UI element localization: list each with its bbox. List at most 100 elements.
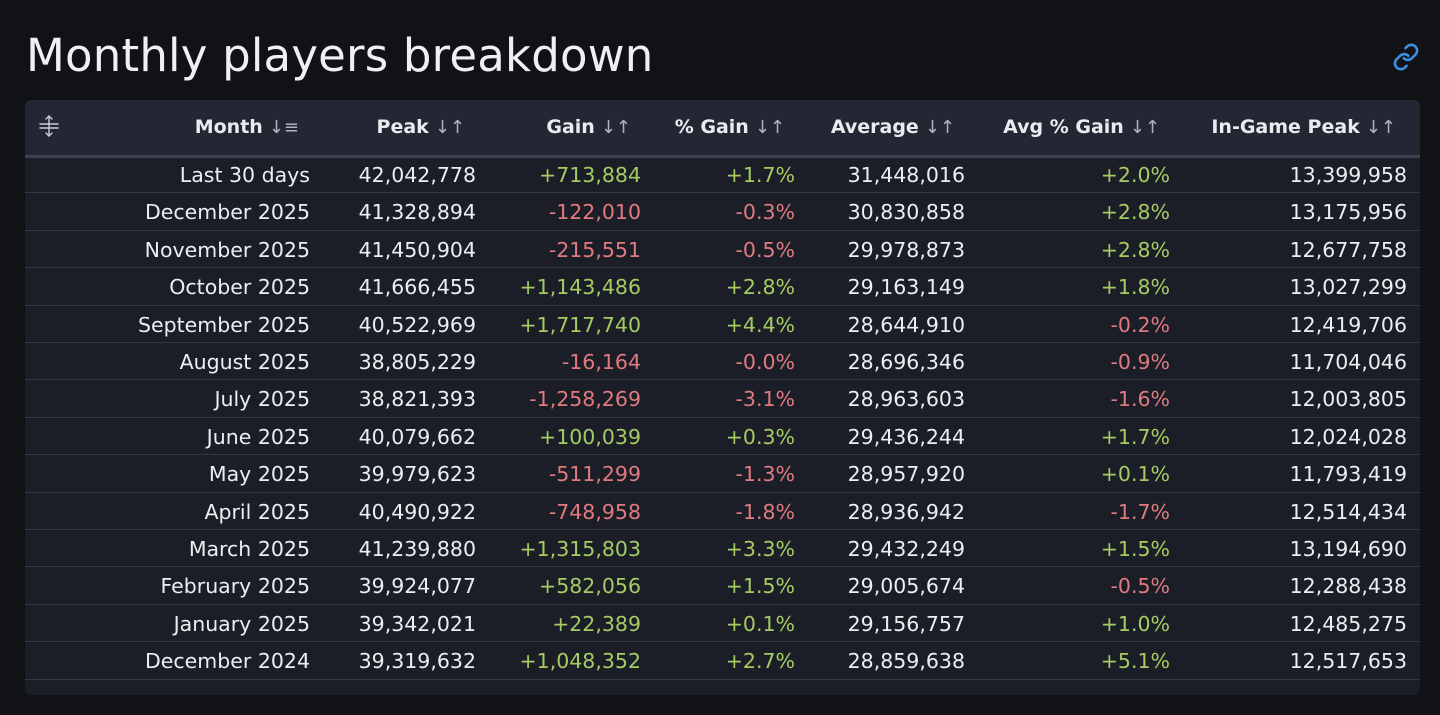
cell-avg-pct-gain: -0.9% — [1110, 350, 1170, 374]
cell-peak: 41,666,455 — [358, 275, 476, 300]
col-header-avg-pct-gain[interactable]: Avg % Gain ↓↑ — [985, 100, 1160, 155]
cell-month: December 2024 — [145, 649, 310, 674]
cell-average: 29,163,149 — [847, 275, 965, 300]
table-row: December 2024 39,319,632 +1,048,352 +2.7% 28… — [25, 642, 1420, 680]
cell-avg-pct-gain: -1.6% — [1110, 387, 1170, 412]
cell-ingame-peak: 12,288,438 — [1289, 574, 1407, 599]
cell-ingame-peak: 13,399,958 — [1289, 163, 1407, 187]
cell-average: 29,005,674 — [847, 574, 965, 599]
table-row: September 2025 40,522,969 +1,717,740 +4.4% 2… — [25, 306, 1420, 343]
cell-gain: -511,299 — [548, 462, 641, 487]
cell-average: 28,644,910 — [847, 312, 965, 337]
cell-peak: 39,342,021 — [358, 611, 476, 636]
cell-pct-gain: -3.1% — [735, 387, 795, 412]
cell-average: 28,859,638 — [847, 649, 965, 674]
cell-peak: 40,079,662 — [358, 424, 476, 449]
sort-icon: ↓↑ — [1129, 117, 1160, 138]
cell-month: July 2025 — [214, 387, 310, 412]
cell-pct-gain: +0.1% — [725, 611, 795, 636]
cell-avg-pct-gain: -0.2% — [1110, 312, 1170, 337]
cell-peak: 42,042,778 — [358, 163, 476, 187]
cell-month: January 2025 — [173, 611, 310, 636]
cell-month: December 2025 — [145, 200, 310, 225]
cell-month: October 2025 — [169, 275, 310, 300]
drag-handle-icon[interactable] — [37, 114, 61, 138]
col-header-average[interactable]: Average ↓↑ — [805, 100, 955, 155]
cell-gain: +1,315,803 — [519, 537, 641, 561]
cell-average: 29,436,244 — [847, 424, 965, 449]
table-row: October 2025 41,666,455 +1,143,486 +2.8% 29,… — [25, 268, 1420, 306]
col-header-ingame-peak[interactable]: In-Game Peak ↓↑ — [1185, 100, 1396, 155]
cell-average: 29,156,757 — [847, 611, 965, 636]
cell-month: February 2025 — [160, 574, 310, 599]
table-row: April 2025 40,490,922 -748,958 -1.8% 28,936,… — [25, 493, 1420, 530]
cell-peak: 41,239,880 — [358, 537, 476, 561]
page-title: Monthly players breakdown — [26, 29, 654, 82]
col-header-month[interactable]: Month ↓≡ — [175, 100, 299, 155]
link-icon[interactable] — [1392, 43, 1420, 71]
cell-gain: -122,010 — [548, 200, 641, 225]
cell-average: 29,432,249 — [847, 537, 965, 561]
table-row: February 2025 39,924,077 +582,056 +1.5% 29,0… — [25, 567, 1420, 605]
cell-avg-pct-gain: +2.0% — [1100, 163, 1170, 187]
table-row: January 2025 39,342,021 +22,389 +0.1% 29,156… — [25, 605, 1420, 643]
cell-gain: +1,143,486 — [519, 275, 641, 300]
cell-peak: 40,490,922 — [358, 499, 476, 524]
cell-gain: +22,389 — [552, 611, 641, 636]
cell-month: May 2025 — [208, 462, 310, 487]
cell-avg-pct-gain: +1.8% — [1100, 275, 1170, 300]
cell-ingame-peak: 13,194,690 — [1289, 537, 1407, 561]
cell-gain: +100,039 — [539, 424, 641, 449]
cell-month: August 2025 — [179, 350, 310, 374]
cell-average: 28,963,603 — [847, 387, 965, 412]
monthly-players-table: Month ↓≡ Peak ↓↑ Gain ↓↑ % Gain ↓↑ Average ↓↑… — [25, 100, 1420, 695]
cell-peak: 39,319,632 — [358, 649, 476, 674]
cell-pct-gain: +2.8% — [725, 275, 795, 300]
cell-month: September 2025 — [138, 312, 310, 337]
cell-avg-pct-gain: +1.0% — [1100, 611, 1170, 636]
cell-pct-gain: +1.7% — [725, 163, 795, 187]
cell-gain: -748,958 — [548, 499, 641, 524]
cell-ingame-peak: 11,793,419 — [1289, 462, 1407, 487]
cell-peak: 39,924,077 — [358, 574, 476, 599]
cell-ingame-peak: 12,024,028 — [1289, 424, 1407, 449]
cell-average: 30,830,858 — [847, 200, 965, 225]
cell-ingame-peak: 12,514,434 — [1289, 499, 1407, 524]
cell-avg-pct-gain: +0.1% — [1100, 462, 1170, 487]
cell-gain: -1,258,269 — [529, 387, 641, 412]
cell-peak: 38,805,229 — [358, 350, 476, 374]
sort-icon: ↓↑ — [600, 117, 631, 138]
cell-avg-pct-gain: -0.5% — [1110, 574, 1170, 599]
col-header-pct-gain[interactable]: % Gain ↓↑ — [655, 100, 785, 155]
cell-gain: +1,048,352 — [519, 649, 641, 674]
cell-peak: 39,979,623 — [358, 462, 476, 487]
cell-gain: -16,164 — [561, 350, 641, 374]
sort-icon: ↓≡ — [268, 117, 299, 138]
cell-avg-pct-gain: +2.8% — [1100, 237, 1170, 262]
cell-ingame-peak: 12,485,275 — [1289, 611, 1407, 636]
cell-pct-gain: +4.4% — [725, 312, 795, 337]
cell-gain: +1,717,740 — [519, 312, 641, 337]
cell-pct-gain: +2.7% — [725, 649, 795, 674]
cell-average: 28,936,942 — [847, 499, 965, 524]
cell-average: 29,978,873 — [847, 237, 965, 262]
cell-gain: -215,551 — [548, 237, 641, 262]
sort-icon: ↓↑ — [754, 117, 785, 138]
cell-month: November 2025 — [144, 237, 310, 262]
cell-average: 28,696,346 — [847, 350, 965, 374]
col-header-gain[interactable]: Gain ↓↑ — [515, 100, 631, 155]
sort-icon: ↓↑ — [924, 117, 955, 138]
cell-pct-gain: -0.5% — [735, 237, 795, 262]
cell-peak: 38,821,393 — [358, 387, 476, 412]
col-header-peak[interactable]: Peak ↓↑ — [355, 100, 465, 155]
cell-pct-gain: +1.5% — [725, 574, 795, 599]
cell-ingame-peak: 12,677,758 — [1289, 237, 1407, 262]
cell-pct-gain: +0.3% — [725, 424, 795, 449]
cell-avg-pct-gain: +5.1% — [1100, 649, 1170, 674]
cell-pct-gain: +3.3% — [725, 537, 795, 561]
cell-avg-pct-gain: +1.7% — [1100, 424, 1170, 449]
cell-peak: 41,450,904 — [358, 237, 476, 262]
table-header: Month ↓≡ Peak ↓↑ Gain ↓↑ % Gain ↓↑ Average ↓↑… — [25, 100, 1420, 158]
table-row: Last 30 days 42,042,778 +713,884 +1.7% 31,44… — [25, 156, 1420, 194]
cell-ingame-peak: 13,175,956 — [1289, 200, 1407, 225]
